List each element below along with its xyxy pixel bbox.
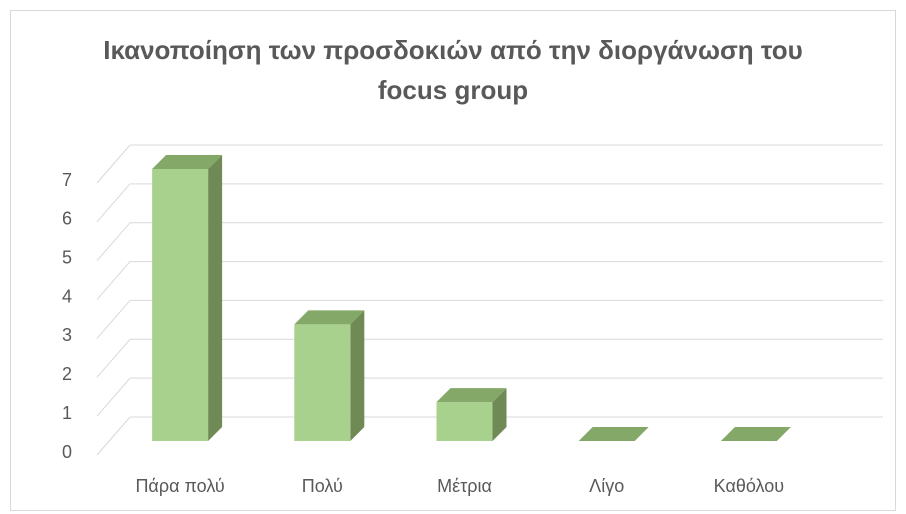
y-tick-label: 7 [62,170,72,190]
x-tick-label: Μέτρια [437,476,492,496]
x-tick-label: Λίγο [589,476,624,496]
grid-line-side [96,183,131,223]
grid-line-side [96,377,131,417]
bar-side [208,155,223,441]
bar-top [152,155,223,169]
x-tick-label: Καθόλου [714,476,784,496]
bar-top [436,388,507,403]
bar-top [720,427,791,441]
bar-side [492,388,507,441]
bar-top [578,427,649,441]
grid-line-side [96,338,131,378]
x-tick-label: Πολύ [302,476,343,496]
y-tick-label: 6 [62,209,72,229]
y-tick-label: 2 [62,364,72,384]
bar-side [350,310,365,441]
bar [436,402,493,441]
x-tick-label: Πάρα πολύ [135,476,224,496]
y-tick-label: 0 [62,442,72,462]
grid-line-side [96,300,131,339]
grid-line-side [96,416,131,456]
bar [152,169,209,441]
grid-line-side [96,261,131,300]
y-tick-label: 4 [62,286,72,306]
grid-line-side [96,222,131,262]
y-tick-label: 5 [62,247,72,267]
chart-title: Ικανοποίηση των προσδοκιών από την διοργ… [103,35,803,105]
y-tick-label: 1 [62,403,72,423]
y-tick-label: 3 [62,325,72,345]
grid-line-side [96,144,131,184]
bar-top [294,310,365,325]
bar [294,324,351,441]
